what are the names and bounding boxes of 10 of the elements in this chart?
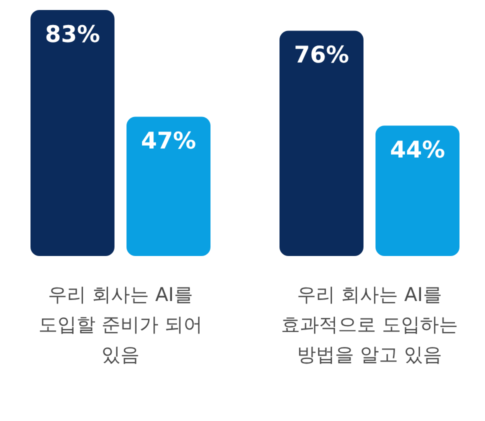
data-label: 76% [294, 42, 350, 69]
bar [376, 126, 460, 256]
x-tick-label: 우리 회사는 AI를 효과적으로 도입하는 방법을 알고 있음 [280, 283, 460, 368]
bar [30, 10, 114, 256]
x-tick-label: 우리 회사는 AI를 도입할 준비가 되어 있음 [37, 283, 204, 368]
data-label: 47% [140, 128, 196, 155]
data-label: 83% [44, 22, 100, 48]
bar [126, 116, 210, 256]
bar [280, 30, 364, 256]
data-label: 44% [390, 138, 446, 164]
